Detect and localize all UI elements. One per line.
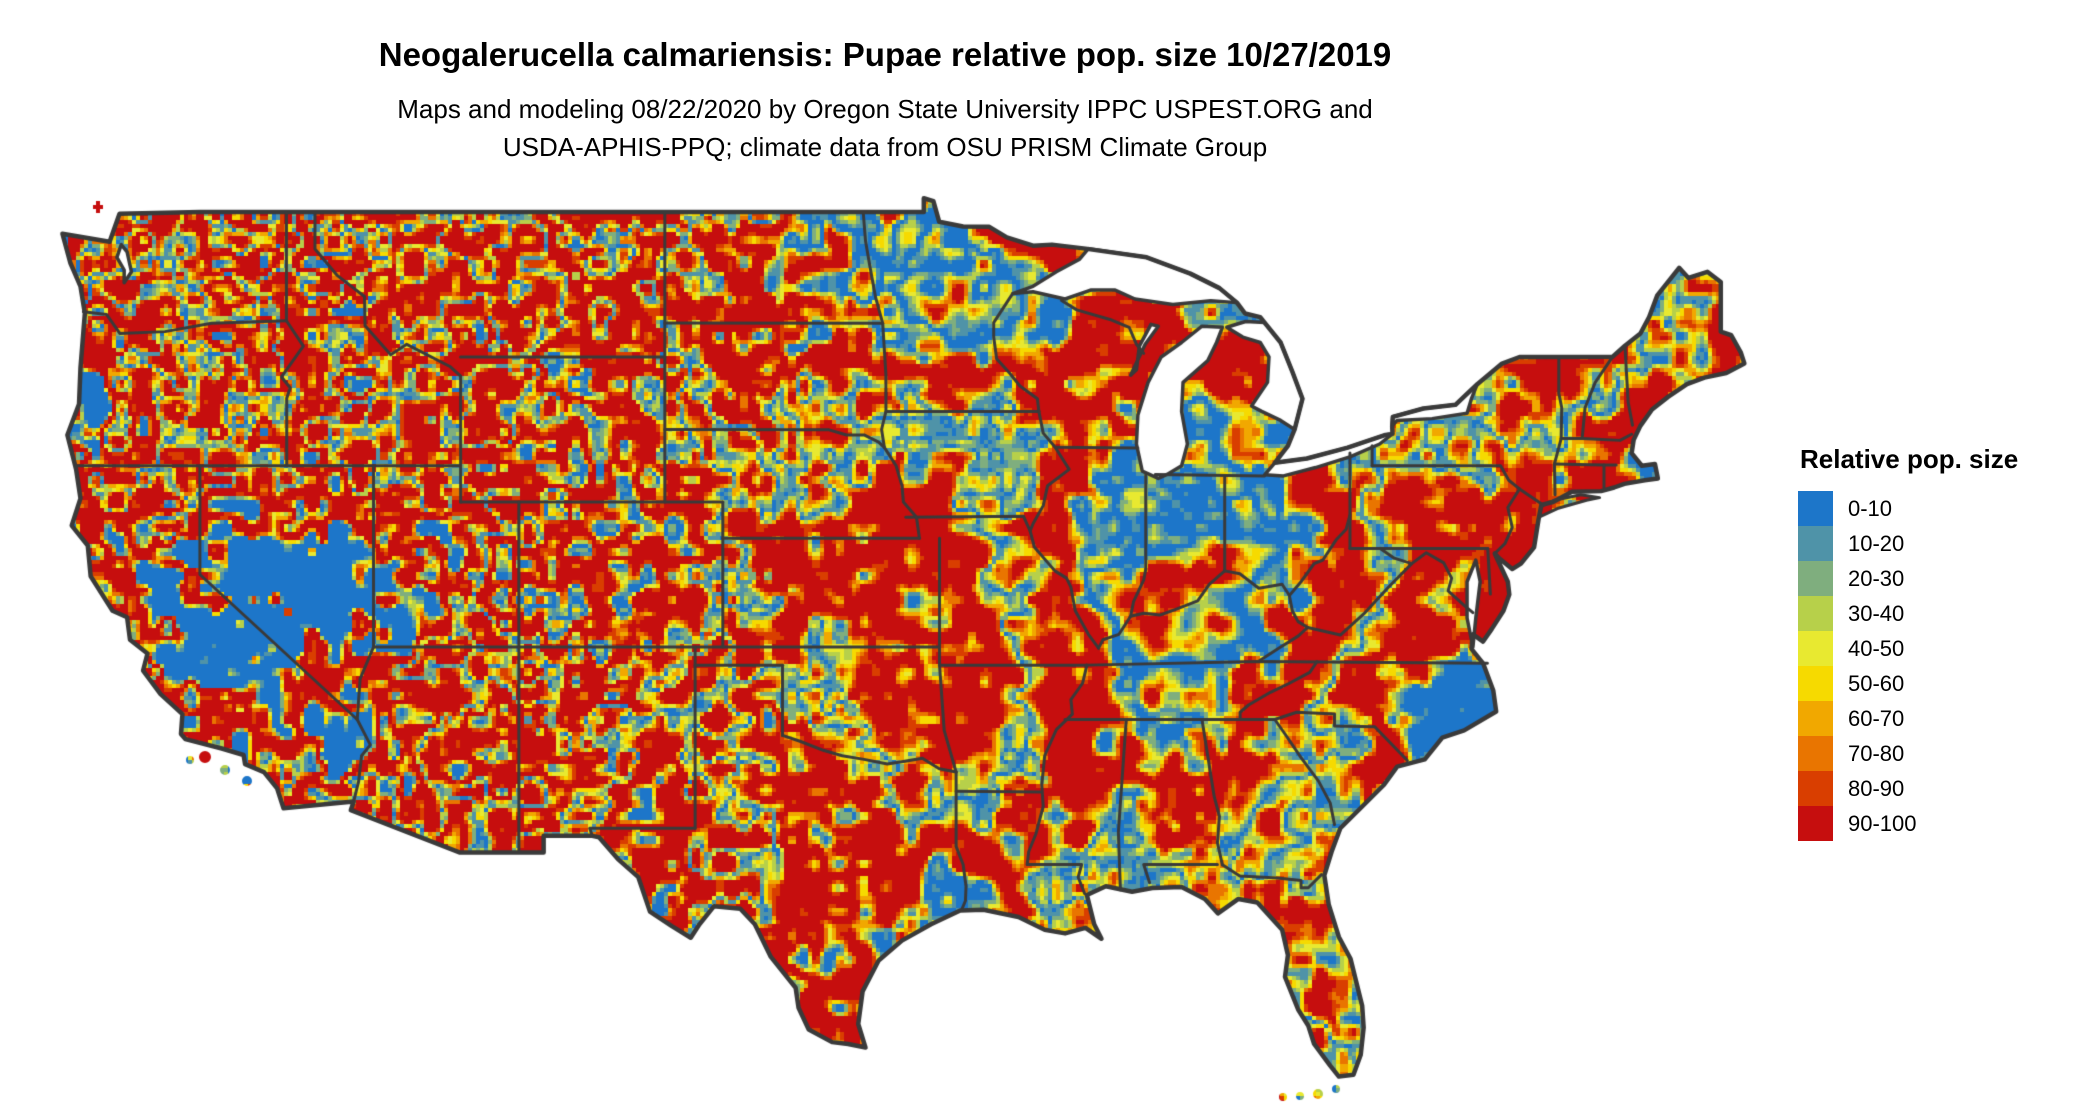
subtitle-line-1: Maps and modeling 08/22/2020 by Oregon S… [397, 94, 1373, 124]
legend-item-swatch [1798, 736, 1833, 771]
legend-item-label: 50-60 [1848, 670, 1905, 696]
legend-item-label: 10-20 [1848, 530, 1905, 556]
legend-item: 50-60 [1798, 666, 2098, 701]
legend-item-swatch [1798, 631, 1833, 666]
legend-item: 80-90 [1798, 771, 2098, 806]
legend-item-swatch [1798, 491, 1833, 526]
legend-item-label: 80-90 [1848, 775, 1905, 801]
legend-items: 0-10 10-20 20-30 30-40 40-50 50-60 60-70 70-80 8… [1798, 491, 2098, 841]
legend-title: Relative pop. size [1800, 444, 2019, 474]
legend-item-label: 90-100 [1848, 810, 1917, 836]
legend-item-swatch [1798, 771, 1833, 806]
legend-item: 60-70 [1798, 701, 2098, 736]
legend-item: 30-40 [1798, 596, 2098, 631]
legend-item: 10-20 [1798, 526, 2098, 561]
legend-item-swatch [1798, 526, 1833, 561]
legend-item-swatch [1798, 701, 1833, 736]
legend-item: 70-80 [1798, 736, 2098, 771]
legend-item-swatch [1798, 596, 1833, 631]
legend-item-label: 70-80 [1848, 740, 1905, 766]
legend-item-swatch [1798, 806, 1833, 841]
legend-item-label: 0-10 [1848, 495, 1893, 521]
legend-item-swatch [1798, 666, 1833, 701]
legend-item-swatch [1798, 561, 1833, 596]
page-title: Neogalerucella calmariensis: Pupae relat… [378, 36, 1392, 73]
legend-item: 20-30 [1798, 561, 2098, 596]
map-subtitle: Maps and modeling 08/22/2020 by Oregon S… [0, 90, 1770, 166]
legend-item: 0-10 [1798, 491, 2098, 526]
legend-item: 90-100 [1798, 806, 2098, 841]
legend-item-label: 30-40 [1848, 600, 1905, 626]
legend-item-label: 20-30 [1848, 565, 1905, 591]
legend: Relative pop. size 0-10 10-20 20-30 30-40 40… [1798, 444, 2098, 841]
legend-item-label: 40-50 [1848, 635, 1905, 661]
legend-item-label: 60-70 [1848, 705, 1905, 731]
subtitle-line-2: USDA-APHIS-PPQ; climate data from OSU PR… [502, 132, 1268, 162]
legend-item: 40-50 [1798, 631, 2098, 666]
